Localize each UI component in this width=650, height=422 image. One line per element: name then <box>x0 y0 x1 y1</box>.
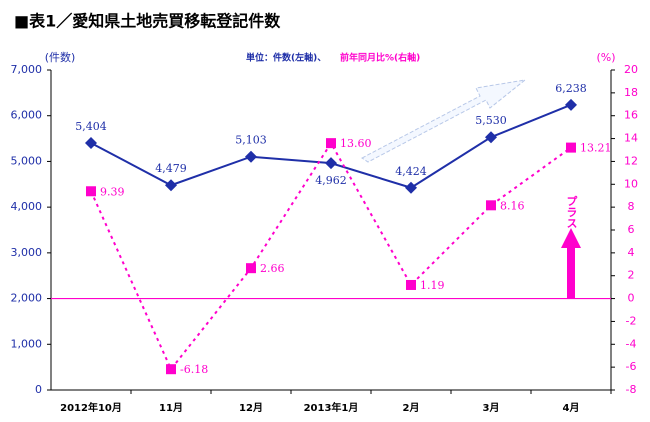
y2-tick-label: 4 <box>628 246 635 259</box>
y2-axis-label: (%) <box>596 51 615 64</box>
marker <box>485 131 497 144</box>
y-tick-label: 4,000 <box>11 200 43 213</box>
marker <box>565 98 577 111</box>
marker <box>325 157 337 170</box>
y2-tick-label: 14 <box>624 132 638 145</box>
data-label: 6,238 <box>555 82 587 95</box>
data-label: 5,103 <box>235 134 267 147</box>
x-tick-label: 11月 <box>159 402 183 414</box>
x-tick-label: 3月 <box>483 402 500 414</box>
x-tick-label: 4月 <box>563 402 580 414</box>
y2-tick-label: -2 <box>626 314 637 327</box>
y-axis-label: (件数) <box>45 51 76 64</box>
marker <box>566 142 576 153</box>
data-label: 13.60 <box>340 137 372 150</box>
data-label: 4,479 <box>155 162 187 175</box>
y-tick-label: 0 <box>35 383 42 396</box>
marker <box>166 364 176 375</box>
marker <box>85 136 97 149</box>
y2-tick-label: 20 <box>624 63 638 76</box>
y2-tick-label: -4 <box>626 337 637 350</box>
marker <box>486 200 496 211</box>
unit-note: 単位：件数(左軸)、 <box>246 52 326 64</box>
y2-tick-label: -6 <box>626 360 637 373</box>
marker <box>165 179 177 192</box>
x-tick-label: 12月 <box>239 402 263 414</box>
data-label: 5,404 <box>75 120 107 133</box>
annotation: プラス <box>565 195 578 228</box>
y2-tick-label: 6 <box>628 223 635 236</box>
y-tick-label: 2,000 <box>11 292 43 305</box>
x-tick-label: 2012年10月 <box>60 401 122 414</box>
unit-note: 前年同月比%(右軸) <box>340 52 420 64</box>
y-tick-label: 6,000 <box>11 109 43 122</box>
y2-tick-label: 10 <box>624 177 638 190</box>
y-tick-label: 5,000 <box>11 154 43 167</box>
trend-arrow <box>361 79 527 163</box>
data-label: 9.39 <box>100 185 125 198</box>
data-label: 4,962 <box>315 174 347 187</box>
marker <box>326 138 336 149</box>
marker <box>405 181 417 194</box>
y-tick-label: 7,000 <box>11 63 43 76</box>
up-arrow <box>561 228 581 298</box>
data-label: -6.18 <box>180 363 208 376</box>
y2-tick-label: 8 <box>628 200 635 213</box>
y-tick-label: 3,000 <box>11 246 43 259</box>
marker <box>86 186 96 197</box>
data-label: 1.19 <box>420 279 445 292</box>
chart-title: ■表1／愛知県土地売買移転登記件数 <box>14 12 281 31</box>
marker <box>406 279 416 290</box>
marker <box>246 263 256 274</box>
data-label: 4,424 <box>395 165 427 178</box>
data-label: 8.16 <box>500 199 525 212</box>
data-label: 13.21 <box>580 142 612 155</box>
y2-tick-label: 0 <box>628 292 635 305</box>
data-label: 2.66 <box>260 262 285 275</box>
y2-tick-label: 18 <box>624 86 638 99</box>
y2-tick-label: 2 <box>628 269 635 282</box>
y2-tick-label: 16 <box>624 109 638 122</box>
data-label: 5,530 <box>475 114 507 127</box>
marker <box>245 150 257 163</box>
x-tick-label: 2013年1月 <box>304 401 359 414</box>
y-tick-label: 1,000 <box>11 337 43 350</box>
y2-tick-label: 12 <box>624 154 638 167</box>
y2-tick-label: -8 <box>626 383 637 396</box>
x-tick-label: 2月 <box>403 402 420 414</box>
